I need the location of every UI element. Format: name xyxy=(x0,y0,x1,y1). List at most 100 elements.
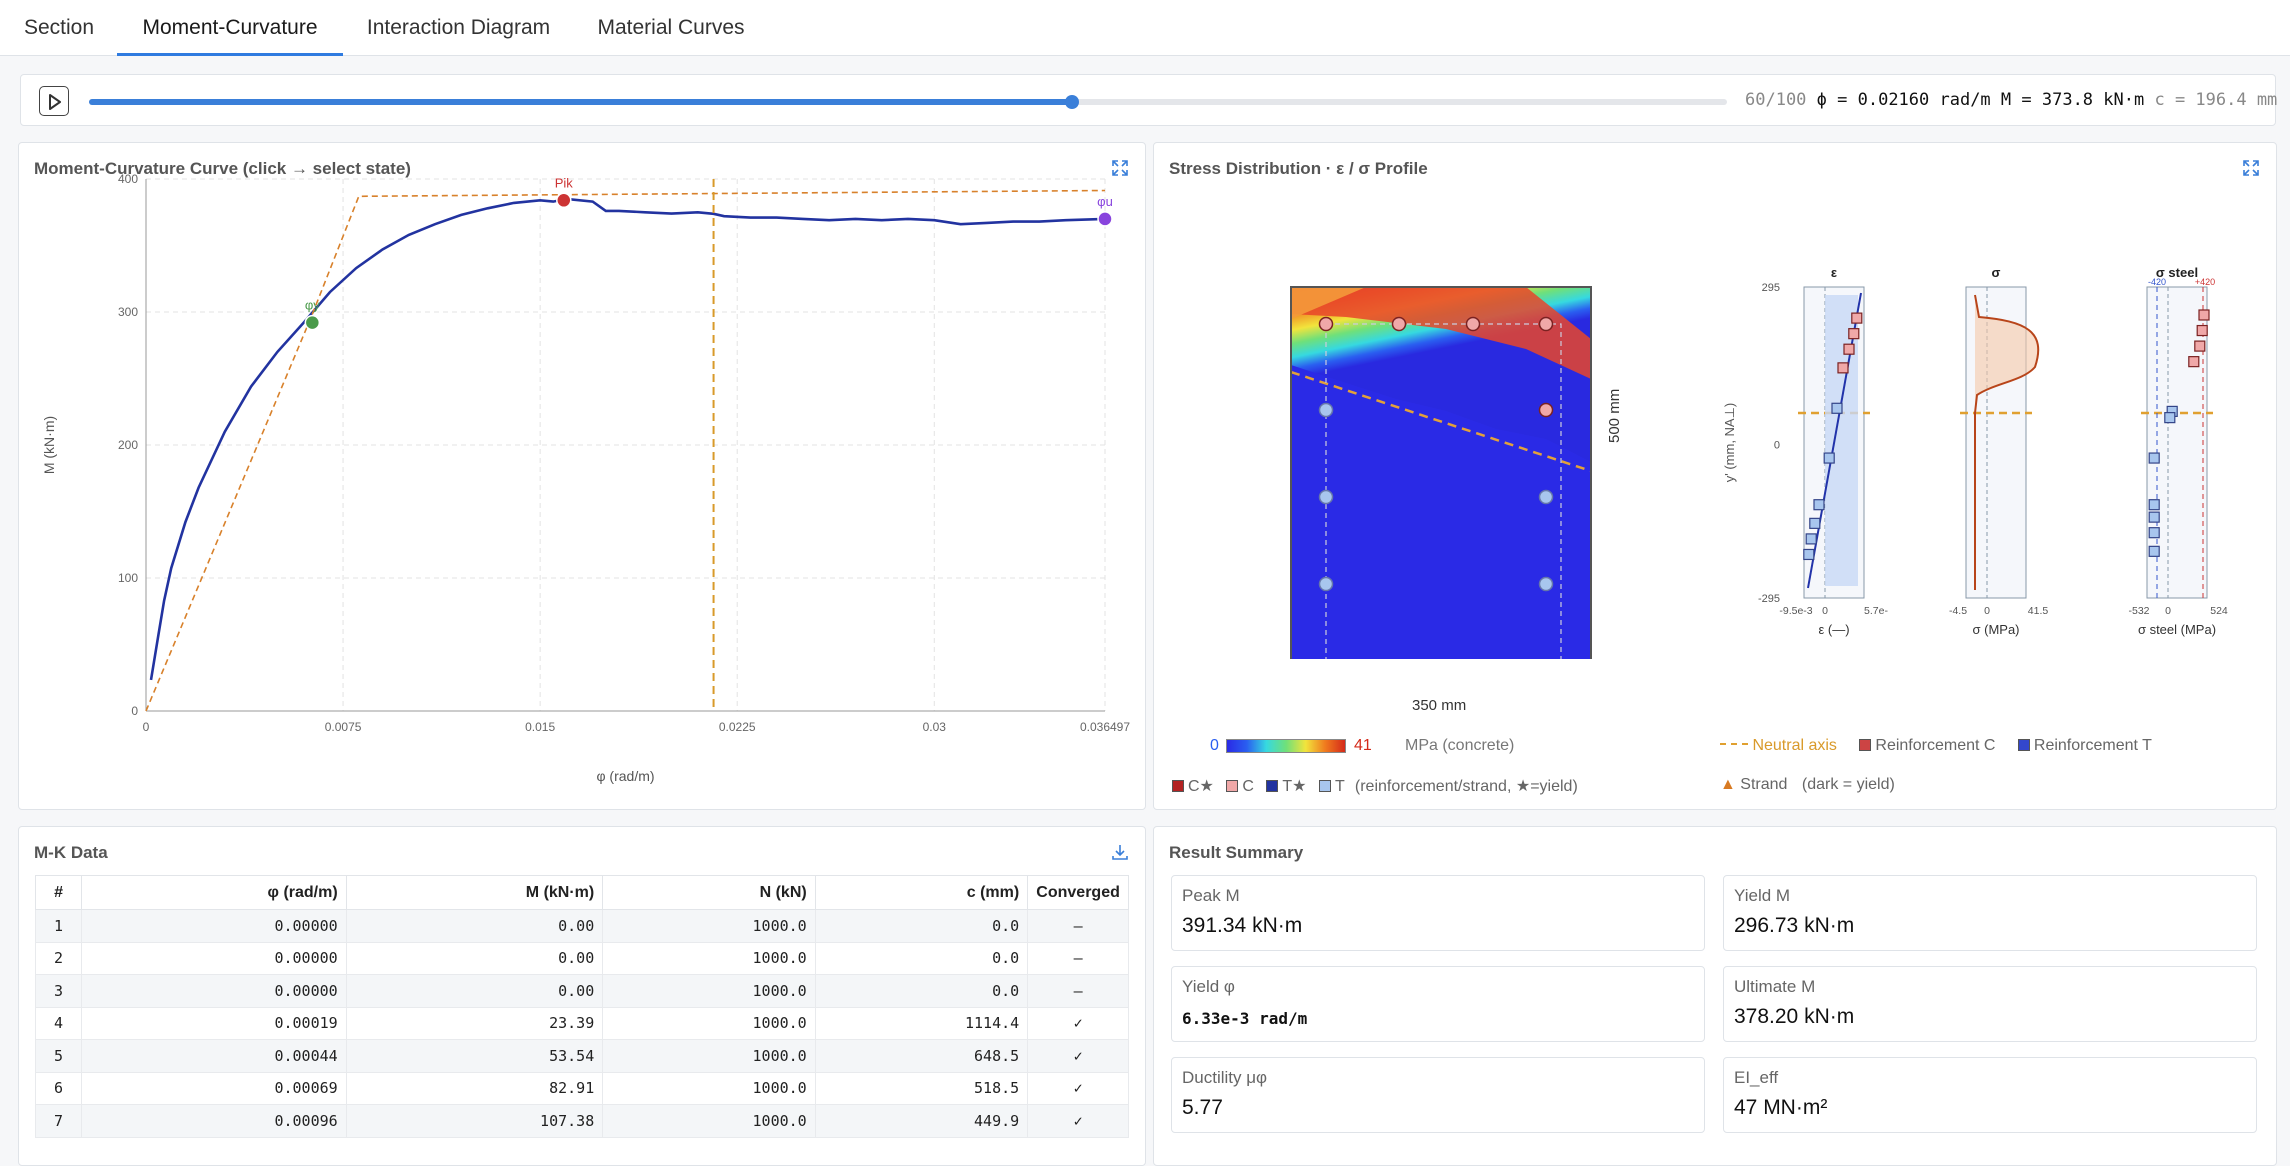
animation-player: 60/100 ϕ = 0.02160 rad/m M = 373.8 kN·m … xyxy=(20,74,2278,126)
steel-marker-t xyxy=(2164,412,2176,424)
expand-icon[interactable] xyxy=(2242,159,2260,177)
table-row[interactable]: 6 0.00069 82.91 1000.0 518.5 ✓ xyxy=(34,1071,1129,1105)
table-cell: 53.54 xyxy=(345,1039,604,1073)
steel-marker-t xyxy=(2148,545,2160,557)
steel-marker-t xyxy=(2148,452,2160,464)
marker-legend-note: (reinforcement/strand, ★=yield) xyxy=(1354,778,1578,795)
yield-marker[interactable] xyxy=(304,314,321,331)
phi-readout: ϕ = 0.02160 rad/m xyxy=(1816,90,1991,110)
profile-y-axis-title: y' (mm, NA⊥) xyxy=(1722,403,1737,483)
download-icon[interactable] xyxy=(1111,843,1129,861)
table-cell: 0.00069 xyxy=(81,1071,347,1105)
profile-min-tick: -532 xyxy=(2128,605,2149,617)
table-row[interactable]: 2 0.00000 0.00 1000.0 0.0— xyxy=(34,941,1129,975)
expand-icon[interactable] xyxy=(1111,159,1129,177)
card-value: 296.73 kN·m xyxy=(1734,914,1855,937)
table-cell: 1000.0 xyxy=(602,941,816,975)
column-header[interactable]: φ (rad/m) xyxy=(81,875,347,910)
tab-section[interactable]: Section xyxy=(23,16,95,39)
summary-card-ductility[interactable]: Ductility μφ 5.77 xyxy=(1171,1057,1705,1133)
result-summary-panel: Result Summary Peak M 391.34 kN·m Yield … xyxy=(1153,826,2277,1166)
table-cell: 0.00 xyxy=(345,974,604,1008)
profile-y-tick: -295 xyxy=(1758,593,1780,605)
column-header[interactable]: M (kN·m) xyxy=(345,875,604,910)
table-cell: 0.00044 xyxy=(81,1039,347,1073)
ultimate-marker[interactable] xyxy=(1097,211,1113,227)
table-row[interactable]: 4 0.00019 23.39 1000.0 1114.4 ✓ xyxy=(34,1006,1129,1040)
table-cell: — xyxy=(1027,909,1129,943)
column-header[interactable]: c (mm) xyxy=(814,875,1029,910)
card-value[interactable]: 5.77 xyxy=(1182,1096,1223,1119)
table-cell: 0.00000 xyxy=(81,909,347,943)
colorbar-min: 0 xyxy=(1210,737,1219,754)
rebar-tension xyxy=(1318,402,1334,418)
card-label: Ductility μφ xyxy=(1182,1068,1268,1087)
table-cell: 0.00 xyxy=(345,909,604,943)
tab-interaction-diagram[interactable]: Interaction Diagram xyxy=(366,16,551,39)
column-header[interactable]: Converged xyxy=(1027,875,1129,910)
table-row[interactable]: 5 0.00044 53.54 1000.0 648.5 ✓ xyxy=(34,1039,1129,1073)
section-outline xyxy=(1290,286,1592,659)
card-label: Peak M xyxy=(1182,886,1240,905)
table-cell: 0.00 xyxy=(345,941,604,975)
table-cell: 0.00019 xyxy=(81,1006,347,1040)
profile-legend: Neutral axis Reinforcement C Reinforceme… xyxy=(1720,737,2152,755)
table-cell: 23.39 xyxy=(345,1006,604,1040)
column-header[interactable]: N (kN) xyxy=(602,875,816,910)
strand-note: (dark = yield) xyxy=(1801,776,1895,793)
step-slider-thumb[interactable] xyxy=(1064,95,1079,109)
step-slider[interactable] xyxy=(89,95,1727,109)
column-header[interactable]: # xyxy=(34,875,83,910)
table-cell: 7 xyxy=(34,1104,83,1138)
table-cell: 1000.0 xyxy=(602,974,816,1008)
neutral-axis-label: Neutral axis xyxy=(1752,737,1837,754)
profile-max-tick: 5.7e- xyxy=(1864,605,1888,617)
profile-x-label: σ (MPa) xyxy=(1972,622,2019,637)
summary-card-ultimate-m: Ultimate M 378.20 kN·m xyxy=(1723,966,2257,1042)
table-cell: 0.00096 xyxy=(81,1104,347,1138)
section-stress-map: 350 mm xyxy=(1290,286,1592,659)
moment-curvature-chart[interactable]: 0 100 200 300 400 0 0.0075 0.015 0.0225 0.03 0.036… xyxy=(19,171,1147,811)
depth-readout: c = 196.4 mm xyxy=(2154,90,2278,110)
tab-moment-curvature[interactable]: Moment-Curvature xyxy=(117,0,343,56)
profile-x-label: ε (—) xyxy=(1818,622,1849,637)
play-button[interactable] xyxy=(39,86,69,116)
stress-block-curve xyxy=(1974,294,2040,590)
table-row[interactable]: 1 0.00000 0.00 1000.0 0.0— xyxy=(34,909,1129,943)
table-row[interactable]: 7 0.00096 107.38 1000.0 449.9 ✓ xyxy=(34,1104,1129,1138)
summary-card-peak-m: Peak M 391.34 kN·m xyxy=(1171,875,1705,951)
profile-plots: y' (mm, NA⊥) 295 0 -295 ε ε (—) -9.5e-3 0 5.7e-σ… xyxy=(1722,265,2228,637)
peak-marker[interactable] xyxy=(556,192,572,209)
stress-distribution-panel: Stress Distribution · ε / σ Profile xyxy=(1153,142,2277,810)
tab-bar: Section Moment-Curvature Interaction Dia… xyxy=(0,0,2290,56)
rebar-compression xyxy=(1538,402,1554,418)
profile-y-tick: 295 xyxy=(1762,282,1780,294)
y-tick-label: 0 xyxy=(131,704,138,718)
reinf-t-label: Reinforcement T xyxy=(2033,737,2152,754)
steel-marker-t xyxy=(2148,527,2160,539)
steel-marker-t xyxy=(2148,499,2160,511)
section-height-label: 500 mm xyxy=(1606,388,1623,443)
table-cell: ✓ xyxy=(1027,1104,1129,1138)
table-cell: 4 xyxy=(34,1006,83,1040)
t-yield-label: T★ xyxy=(1282,778,1307,795)
steel-limit-pos: +420 xyxy=(2195,277,2215,287)
y-tick-label: 400 xyxy=(118,172,138,186)
profile-min-tick: -4.5 xyxy=(1949,605,1967,617)
table-cell: 6 xyxy=(34,1071,83,1105)
table-row[interactable]: 3 0.00000 0.00 1000.0 0.0— xyxy=(34,974,1129,1008)
table-cell: ✓ xyxy=(1027,1071,1129,1105)
strand-icon: ▲ xyxy=(1720,776,1736,793)
profile-zero-tick: 0 xyxy=(1984,605,1990,617)
profile-min-tick: -9.5e-3 xyxy=(1779,605,1812,617)
x-axis-title: φ (rad/m) xyxy=(596,768,654,784)
strain-marker-t xyxy=(1803,548,1815,561)
card-label: EI_eff xyxy=(1734,1068,1779,1087)
panel-title: Result Summary xyxy=(1169,843,1304,862)
card-label: Yield M xyxy=(1734,886,1791,905)
rebar-tension xyxy=(1318,576,1334,592)
tab-material-curves[interactable]: Material Curves xyxy=(597,16,745,39)
profile-title: σ xyxy=(1992,265,2001,280)
neutral-axis-line xyxy=(1291,370,1591,473)
card-label: Yield φ xyxy=(1182,977,1235,996)
